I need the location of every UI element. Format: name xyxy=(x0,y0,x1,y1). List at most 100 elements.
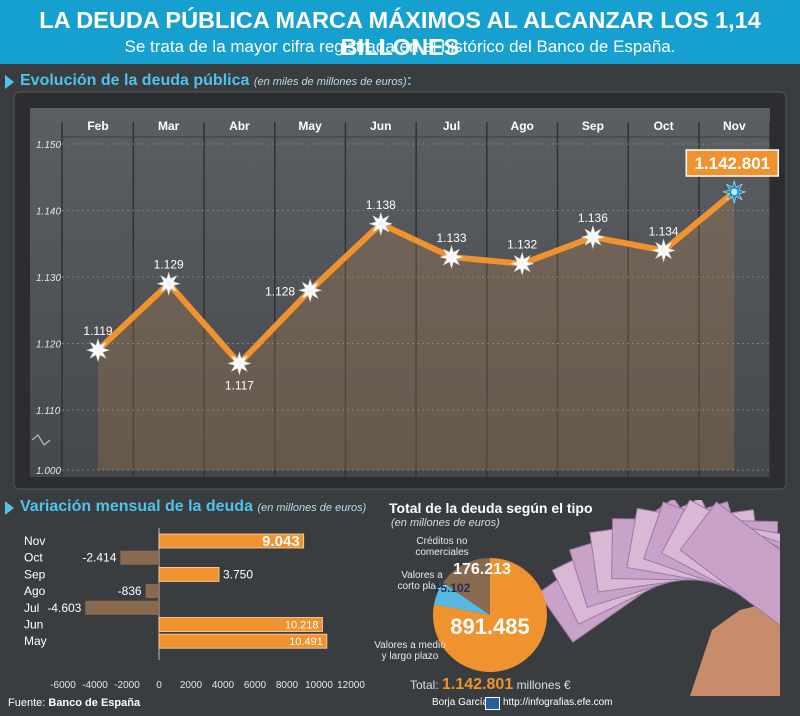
line-y-tick-label: 1.110 xyxy=(36,406,61,417)
bar-value-label: -2.414 xyxy=(82,551,116,565)
bar-category-label: Sep xyxy=(24,567,46,581)
line-data-label: 1.129 xyxy=(154,258,184,272)
line-point-marker xyxy=(439,245,464,270)
footer-author: Borja García xyxy=(432,697,489,708)
efe-logo-icon xyxy=(485,697,500,710)
bar-category-label: Jul xyxy=(24,601,39,615)
line-y-tick-label: 1.000 xyxy=(36,466,61,477)
line-point-marker xyxy=(651,238,676,263)
footer-site: http://infografias.efe.com xyxy=(503,697,613,708)
bar-value-label: 10.491 xyxy=(289,636,323,648)
pie-slice-value: 176.213 xyxy=(453,561,511,578)
bar xyxy=(158,533,305,549)
bar-x-tick-label: 2000 xyxy=(180,680,203,691)
line-x-tick-label: Feb xyxy=(87,119,108,133)
bar-value-label: -836 xyxy=(118,584,142,598)
pie-slice-value: 891.485 xyxy=(450,614,530,639)
line-y-tick-label: 1.120 xyxy=(36,340,61,351)
line-series xyxy=(95,189,737,367)
line-section-title-text: Evolución de la deuda pública xyxy=(20,72,250,89)
line-data-label: 1.119 xyxy=(83,324,112,338)
pie-slice-label: Créditos no comerciales xyxy=(415,536,468,558)
pie-section-units: (en millones de euros) xyxy=(391,517,500,529)
bar-category-label: Nov xyxy=(24,534,45,548)
line-point-marker xyxy=(368,211,393,236)
svg-text:1.142.801: 1.142.801 xyxy=(694,154,770,173)
line-section-title: Evolución de la deuda pública (en miles … xyxy=(20,72,412,90)
bar-x-tick-label: 0 xyxy=(156,680,162,691)
bar xyxy=(145,584,159,599)
bar xyxy=(158,617,323,632)
pie-slice xyxy=(434,582,490,615)
bar-category-label: Oct xyxy=(24,551,43,565)
footer-source-label: Fuente: xyxy=(8,697,46,709)
page-title: LA DEUDA PÚBLICA MARCA MÁXIMOS AL ALCANZ… xyxy=(39,7,761,60)
bar xyxy=(85,600,159,615)
debt-line-chart: Feb Mar Abr May Jun Jul Ago Sep Oct Nov 1.000 1.11… xyxy=(13,91,787,490)
bar-category-label: Jun xyxy=(24,618,43,632)
banknote-icon xyxy=(679,501,780,650)
bar-x-tick-label: 10000 xyxy=(305,680,333,691)
pie-slice xyxy=(443,558,490,615)
bar-value-label: -4.603 xyxy=(47,601,81,615)
bar xyxy=(120,550,159,565)
debt-type-pie-chart: Créditos no comerciales 176.213 Valores a co… xyxy=(374,500,780,696)
line-y-tick-label: 1.150 xyxy=(36,140,61,151)
line-y-tick-label: 1.140 xyxy=(36,207,61,218)
line-data-label: 1.132 xyxy=(507,238,537,252)
pie-slice-label: Valores a medio y largo plazo xyxy=(374,640,446,662)
line-data-label: 1.138 xyxy=(366,198,396,212)
line-point-marker xyxy=(298,278,323,303)
bar-section-title: Variación mensual de la deuda (en millon… xyxy=(20,498,366,516)
bar xyxy=(158,567,220,582)
line-point-marker xyxy=(156,271,181,296)
banknotes-illustration xyxy=(537,500,780,696)
line-point-marker xyxy=(722,179,747,204)
footer-source-value: Banco de España xyxy=(48,697,141,709)
line-x-tick-label: Oct xyxy=(654,119,674,133)
line-y-tick-label: 1.130 xyxy=(36,273,61,284)
pie-section-title: Total de la deuda según el tipo xyxy=(389,500,593,516)
bar-x-tick-label: -2000 xyxy=(114,680,140,691)
line-area-fill xyxy=(98,191,735,470)
pie-slice-value: 75.102 xyxy=(434,581,471,595)
line-x-tick-label: Sep xyxy=(582,119,604,133)
bar-x-tick-label: 6000 xyxy=(244,680,267,691)
bar-x-tick-label: -6000 xyxy=(50,680,76,691)
line-data-label: 1.117 xyxy=(225,378,254,392)
line-x-tick-label: Jun xyxy=(370,119,391,133)
monthly-variation-bar-chart: Nov Oct Sep Ago Jul Jun May 9.043 -2.414 3.750 -8… xyxy=(24,528,365,691)
pie-total-value: 1.142.801 xyxy=(442,676,514,693)
line-section-units: (en miles de millones de euros) xyxy=(253,76,407,88)
line-data-label: 1.133 xyxy=(436,231,466,245)
line-point-marker xyxy=(85,338,111,363)
line-x-tick-label: Abr xyxy=(229,119,250,133)
line-point-marker xyxy=(227,351,252,376)
axis-break xyxy=(31,434,51,446)
bar-value-label: 9.043 xyxy=(262,533,300,550)
line-x-tick-label: Jul xyxy=(443,119,460,133)
line-data-label: 1.136 xyxy=(578,211,608,225)
bar-section-title-text: Variación mensual de la deuda xyxy=(20,498,253,515)
pie-slice-label: Valores a corto plazo xyxy=(398,570,447,592)
line-data-label: 1.128 xyxy=(265,284,295,298)
section-arrow-icon xyxy=(5,75,14,89)
line-x-tick-label: Ago xyxy=(511,119,534,133)
pie-total-units: millones € xyxy=(516,678,571,692)
bar-x-tick-label: 8000 xyxy=(276,680,299,691)
bar-value-label: 10.218 xyxy=(285,620,319,632)
footer-source: Fuente: Banco de España xyxy=(8,697,140,709)
line-point-marker xyxy=(510,251,535,276)
pie-total: Total: 1.142.801 millones € xyxy=(410,676,571,694)
bar-category-label: May xyxy=(24,634,47,648)
pie-total-label: Total: xyxy=(410,678,439,692)
line-x-tick-label: Nov xyxy=(723,119,746,133)
bar-x-tick-label: -4000 xyxy=(82,680,108,691)
line-section-colon: : xyxy=(406,72,413,89)
bar-x-tick-label: 4000 xyxy=(212,680,235,691)
bar xyxy=(158,633,328,649)
bar-section-units: (en millones de euros) xyxy=(257,502,367,514)
header-banner: LA DEUDA PÚBLICA MARCA MÁXIMOS AL ALCANZ… xyxy=(0,0,800,64)
bar-value-label: 3.750 xyxy=(223,567,253,581)
line-data-label: 1.134 xyxy=(649,224,679,238)
